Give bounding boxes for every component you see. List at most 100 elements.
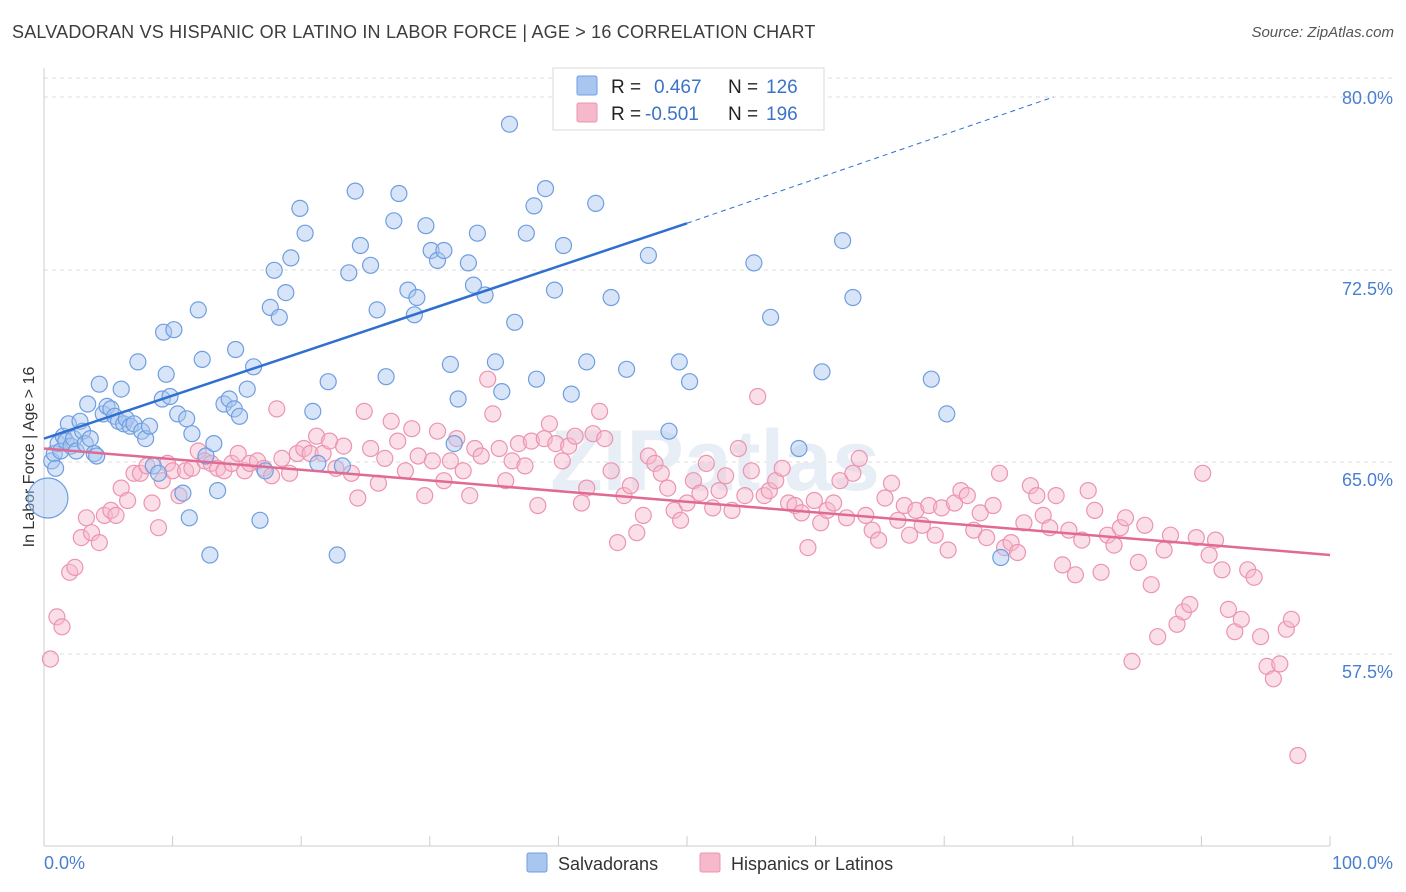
salvadoran-point (296, 224, 314, 242)
salvadoran-point (209, 482, 227, 500)
hispanic-point (509, 435, 528, 453)
hispanic-point (1213, 561, 1231, 579)
legend-r-value: -0.501 (645, 104, 699, 125)
hispanic-point (602, 462, 620, 480)
y-tick-label: 72.5% (1342, 279, 1393, 299)
hispanic-point (939, 541, 957, 559)
salvadoran-point (617, 360, 636, 378)
hispanic-point (362, 439, 380, 458)
hispanic-point (416, 487, 434, 505)
salvadoran-point (193, 350, 211, 368)
salvadoran-point (459, 254, 477, 272)
hispanic-point (882, 474, 901, 492)
hispanic-point (1161, 526, 1180, 544)
hispanic-point (428, 422, 447, 440)
hispanic-point (382, 412, 400, 430)
salvadoran-point (545, 281, 564, 299)
hispanic-point (659, 479, 677, 497)
hispanic-point (958, 487, 976, 505)
hispanic-point (61, 563, 79, 581)
y-tick-label: 65.0% (1342, 470, 1393, 490)
salvadoran-point (441, 355, 459, 373)
legend-r-value: 0.467 (654, 77, 702, 98)
salvadoran-point (790, 439, 808, 458)
hispanic-point (1194, 464, 1212, 482)
salvadoran-point (157, 365, 175, 383)
hispanic-point (403, 420, 421, 438)
legend-n-value: 126 (766, 77, 798, 98)
hispanic-point (472, 447, 490, 465)
salvadoran-point (155, 323, 173, 341)
y-tick-label: 80.0% (1342, 88, 1393, 108)
hispanic-point (1200, 546, 1218, 564)
hispanic-point (497, 472, 515, 490)
salvadoran-point (527, 370, 546, 388)
x-axis-ticks (43, 836, 1331, 846)
salvadoran-point (517, 224, 535, 242)
hispanic-point (48, 608, 66, 626)
salvadoran-point (304, 402, 322, 420)
salvadoran-point (319, 373, 337, 391)
salvadoran-point (328, 546, 346, 564)
hispanic-point (41, 650, 60, 668)
hispanic-point (608, 533, 627, 552)
salvadoran-point (745, 254, 763, 272)
hispanic-point (628, 524, 646, 542)
salvadoran-point (468, 224, 486, 242)
salvadoran-point (230, 407, 249, 425)
hispanic-point (1181, 595, 1199, 614)
salvadoran-point (525, 197, 543, 215)
hispanic-point (634, 506, 652, 525)
hispanic-point (90, 533, 108, 552)
salvadoran-point (165, 321, 183, 339)
salvadoran-point (88, 447, 106, 465)
hispanic-point (876, 489, 894, 507)
hispanic-point (1086, 501, 1104, 519)
hispanic-point (77, 509, 96, 527)
hispanic-point (1282, 610, 1301, 628)
series-legend-label: Salvadorans (558, 854, 658, 874)
salvadoran-point (180, 509, 198, 527)
salvadoran-point (680, 373, 699, 391)
salvadoran-point (282, 249, 300, 267)
salvadoran-point (449, 390, 467, 408)
salvadoran-point (377, 368, 395, 386)
hispanic-point (1116, 509, 1135, 527)
hispanic-point (1008, 543, 1027, 562)
hispanic-point (149, 519, 168, 537)
hispanic-point (1155, 541, 1173, 559)
legend-n-label: N = (728, 104, 758, 125)
salvadoran-point (227, 340, 245, 359)
hispanic-point (863, 521, 881, 539)
hispanic-point (522, 432, 541, 450)
hispanic-point (1079, 482, 1097, 500)
hispanic-point (355, 402, 373, 420)
x-tick-label: 100.0% (1332, 853, 1393, 873)
hispanic-point (53, 618, 71, 636)
salvadoran-point (27, 477, 69, 519)
hispanic-point (1053, 556, 1072, 574)
salvadoran-point (189, 301, 207, 319)
salvadoran-points (27, 115, 1010, 567)
hispanic-point (621, 477, 640, 495)
salvadoran-point (408, 288, 426, 307)
salvadoran-point (506, 313, 524, 331)
hispanic-point (665, 501, 683, 519)
hispanic-point (869, 531, 888, 549)
salvadoran-point (205, 435, 223, 453)
source-label: Source: ZipAtlas.com (1251, 24, 1394, 41)
hispanic-point (1136, 516, 1154, 534)
series-legend: Salvadorans Hispanics or Latinos (526, 852, 893, 874)
hispanic-point (349, 489, 367, 507)
salvadoran-trend-extension (686, 96, 1054, 224)
salvadoran-point (536, 180, 555, 198)
salvadoran-point (140, 417, 159, 435)
hispanic-point (461, 487, 479, 505)
hispanic-point (742, 462, 760, 480)
salvadoran-point (602, 288, 620, 307)
hispanic-point (1047, 487, 1065, 505)
hispanic-point (143, 494, 161, 512)
salvadoran-point (500, 115, 519, 133)
hispanic-point (984, 496, 1002, 515)
hispanic-point (1219, 600, 1238, 619)
